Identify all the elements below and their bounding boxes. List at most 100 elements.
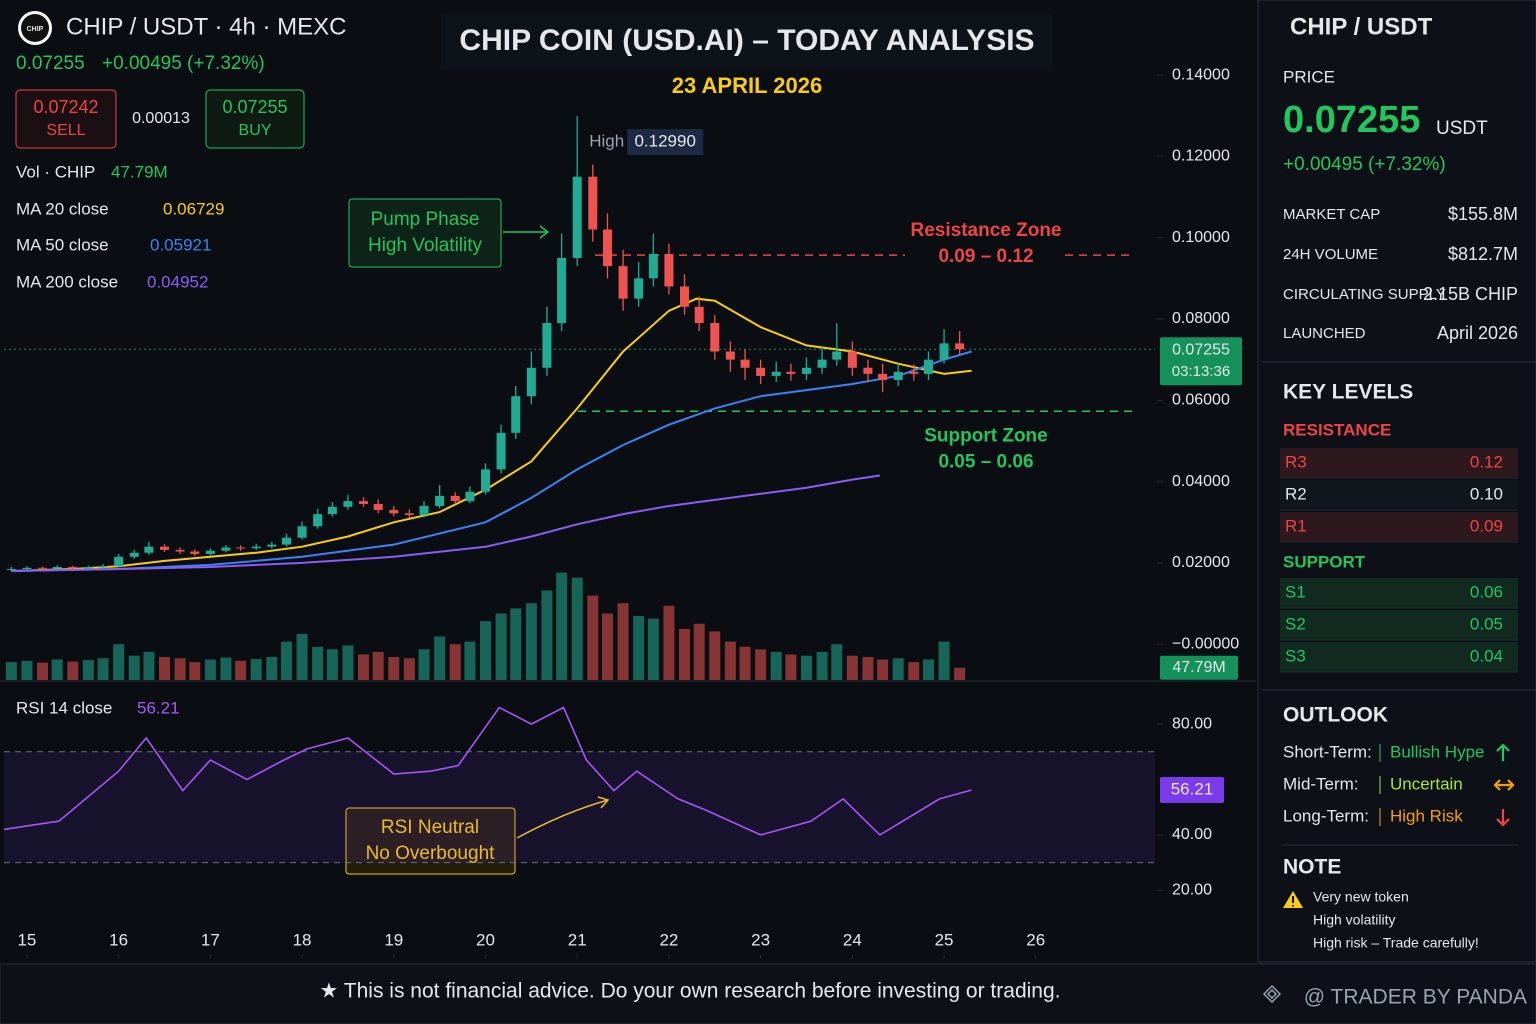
- annotation-arrow: [516, 796, 610, 839]
- volume-bar: [510, 608, 522, 680]
- x-tick-label: 19: [384, 930, 403, 949]
- x-tick-label: 18: [293, 930, 312, 949]
- volume-value: 47.79M: [111, 162, 168, 181]
- candle-body: [38, 567, 48, 569]
- volume-bar: [785, 654, 797, 680]
- candle-body: [327, 506, 337, 515]
- annotation-arrow: [503, 225, 550, 239]
- candle-body: [526, 367, 536, 397]
- section-subtitle: SUPPORT: [1283, 552, 1366, 571]
- volume-bar: [862, 656, 874, 680]
- candle-body: [313, 514, 323, 527]
- volume-bar: [158, 656, 170, 680]
- outlook-term: Short-Term:: [1283, 742, 1372, 761]
- volume-bar: [403, 658, 415, 680]
- volume-tag-value: 47.79M: [1172, 659, 1225, 676]
- volume-bar: [204, 659, 216, 680]
- section-title: NOTE: [1283, 856, 1341, 879]
- candle-body: [236, 547, 246, 549]
- candle-body: [435, 495, 445, 506]
- volume-bar: [647, 618, 659, 680]
- volume-bar: [922, 659, 934, 680]
- chart-title: CHIP COIN (USD.AI) – TODAY ANALYSIS: [459, 24, 1034, 57]
- y-tick-label: −0.00000: [1172, 635, 1239, 652]
- outlook-term: Long-Term:: [1283, 806, 1369, 825]
- spread: 0.00013: [132, 110, 190, 127]
- candle-body: [909, 371, 919, 374]
- volume-bar: [464, 641, 476, 680]
- section-title: OUTLOOK: [1283, 704, 1388, 727]
- annotation-text: No Overbought: [366, 843, 496, 864]
- volume-bar: [877, 659, 889, 680]
- y-tick-label: 0.02000: [1172, 554, 1230, 571]
- level-value: 0.05: [1470, 614, 1503, 633]
- x-tick-label: 21: [568, 930, 587, 949]
- change: +0.00495 (+7.32%): [102, 53, 265, 74]
- rsi-line: [3, 706, 972, 836]
- zone-range: 0.09 – 0.12: [938, 246, 1033, 267]
- rsi-y-tick-label: 80.00: [1172, 715, 1212, 732]
- volume-bar: [739, 646, 751, 680]
- candle-body: [955, 343, 965, 350]
- buy-button[interactable]: [205, 89, 305, 149]
- sidebar-price: 0.07255: [1283, 99, 1420, 141]
- candle-body: [343, 501, 353, 507]
- volume-bar: [388, 656, 400, 680]
- outlook-arrow: [1496, 743, 1510, 761]
- volume-bar: [601, 613, 613, 680]
- ma-line: [11, 297, 972, 572]
- volume-bar: [693, 623, 705, 680]
- y-tick-label: 0.06000: [1172, 392, 1230, 409]
- level-value: 0.10: [1470, 484, 1503, 503]
- x-tick-label: 25: [935, 930, 954, 949]
- annotation-box: [345, 807, 516, 875]
- candle-body: [251, 546, 261, 549]
- candle-body: [83, 567, 93, 569]
- volume-bar: [954, 667, 966, 680]
- volume-bar: [189, 662, 201, 680]
- price-label: PRICE: [1283, 67, 1335, 86]
- candle-body: [618, 266, 628, 299]
- volume-bar: [280, 641, 292, 680]
- level-name: S2: [1285, 614, 1306, 633]
- stat-value: $812.7M: [1448, 244, 1518, 264]
- volume-bar: [113, 644, 125, 680]
- zone-range: 0.05 – 0.06: [938, 451, 1033, 472]
- sell-button[interactable]: [15, 89, 117, 149]
- candle-body: [190, 551, 200, 554]
- level-name: R3: [1285, 452, 1307, 471]
- candle-body: [144, 546, 154, 553]
- level-value: 0.12: [1470, 452, 1503, 471]
- volume-tag: [1160, 655, 1238, 680]
- stat-label: LAUNCHED: [1283, 325, 1366, 342]
- level-name: S3: [1285, 646, 1306, 665]
- candle-body: [847, 351, 857, 368]
- candle-body: [817, 359, 827, 368]
- volume-bar: [51, 659, 63, 680]
- sidebar-title: CHIP / USDT: [1290, 13, 1433, 40]
- candle-body: [648, 253, 658, 279]
- volume-bar: [800, 655, 812, 680]
- candle-body: [496, 432, 506, 470]
- watermark-logo: [1262, 984, 1282, 1004]
- candle-body: [114, 556, 124, 567]
- stat-label: MARKET CAP: [1283, 206, 1380, 223]
- candle-body: [557, 257, 567, 324]
- volume-bar: [97, 658, 109, 680]
- buy-price: 0.07255: [222, 97, 287, 117]
- candle-body: [832, 351, 842, 360]
- candle-body: [419, 505, 429, 515]
- watermark: @ TRADER BY PANDA: [1304, 986, 1527, 1009]
- volume-bar: [67, 661, 79, 680]
- outlook-view: High Risk: [1390, 806, 1463, 825]
- candle-body: [680, 286, 690, 307]
- x-tick-label: 15: [17, 930, 36, 949]
- title-box: [441, 14, 1053, 70]
- candle-body: [22, 567, 32, 570]
- candle-body: [52, 566, 62, 569]
- candle-body: [159, 546, 169, 550]
- logo: [21, 14, 49, 42]
- candle-body: [863, 367, 873, 374]
- volume-bar: [372, 651, 384, 680]
